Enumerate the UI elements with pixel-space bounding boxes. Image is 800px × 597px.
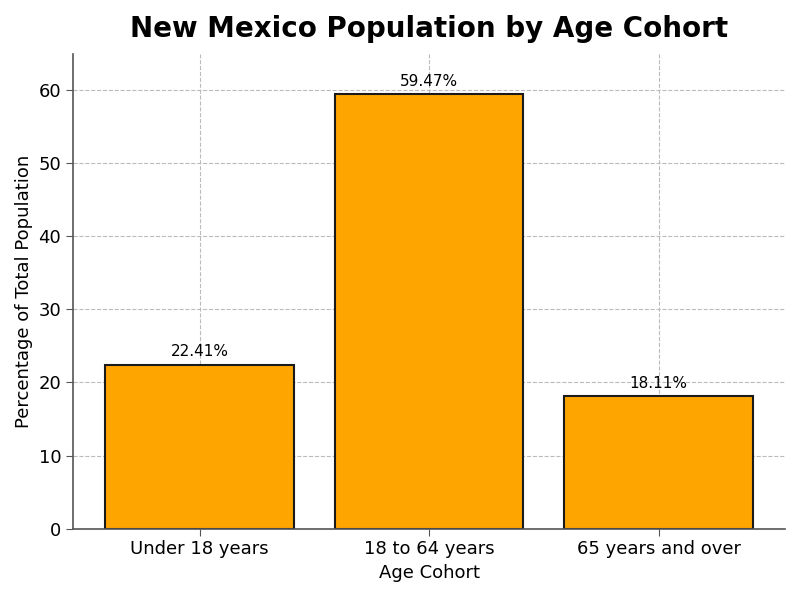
X-axis label: Age Cohort: Age Cohort — [378, 564, 479, 582]
Bar — [106, 365, 294, 528]
Title: New Mexico Population by Age Cohort: New Mexico Population by Age Cohort — [130, 15, 728, 43]
Bar — [565, 396, 753, 528]
Text: 59.47%: 59.47% — [400, 73, 458, 88]
Bar — [335, 94, 523, 528]
Text: 22.41%: 22.41% — [170, 344, 229, 359]
Text: 18.11%: 18.11% — [630, 376, 687, 391]
Y-axis label: Percentage of Total Population: Percentage of Total Population — [15, 155, 33, 428]
